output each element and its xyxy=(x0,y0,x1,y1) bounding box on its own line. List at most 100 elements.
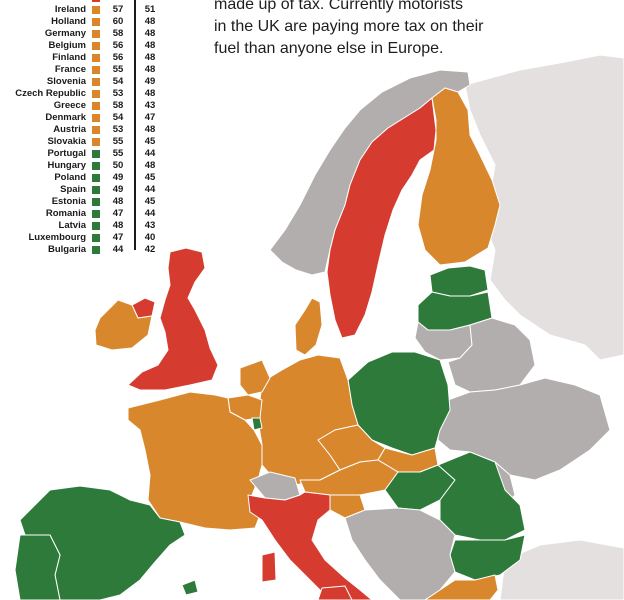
legend-swatch xyxy=(92,198,100,206)
legend-country: Portugal xyxy=(47,148,86,159)
legend-swatch xyxy=(92,90,100,98)
legend-swatch xyxy=(92,114,100,122)
legend-value-1: 58 xyxy=(110,0,126,4)
legend-value-2: 40 xyxy=(144,232,156,243)
legend-country: Austria xyxy=(53,124,86,135)
legend-value-2: 43 xyxy=(144,220,156,231)
legend-swatch xyxy=(92,162,100,170)
country-luxembourg xyxy=(251,417,263,431)
legend-swatch xyxy=(92,78,100,86)
legend-value-2: 45 xyxy=(144,136,156,147)
legend-value-1: 49 xyxy=(112,172,124,183)
legend-country: Bulgaria xyxy=(47,244,86,255)
legend-value-1: 55 xyxy=(112,148,124,159)
legend-country: Holland xyxy=(51,16,86,27)
legend-value-1: 53 xyxy=(112,124,124,135)
legend-country: Slovakia xyxy=(47,136,86,147)
country-balearic-islands xyxy=(181,579,199,596)
legend-country: Denmark xyxy=(45,112,86,123)
legend-value-1: 56 xyxy=(112,52,124,63)
legend-row: Slovakia 55 45 xyxy=(0,136,170,148)
legend-value-1: 53 xyxy=(112,88,124,99)
country-sweden xyxy=(326,97,437,339)
country-turkey xyxy=(499,539,624,600)
country-estonia xyxy=(429,265,489,297)
caption-line-2: in the UK are paying more tax on their xyxy=(214,18,484,35)
country-romania xyxy=(437,451,526,541)
legend-swatch xyxy=(92,174,100,182)
legend-country: Latvia xyxy=(58,220,86,231)
country-russia xyxy=(464,54,624,361)
legend-swatch xyxy=(92,186,100,194)
legend-country: Czech Republic xyxy=(15,88,86,99)
legend-row: Romania 47 44 xyxy=(0,208,170,220)
legend-swatch xyxy=(92,18,100,26)
legend-value-1: 48 xyxy=(112,220,124,231)
legend-swatch xyxy=(92,222,100,230)
legend-value-2: 54 xyxy=(138,0,162,4)
legend-value-2: 48 xyxy=(144,16,156,27)
legend-value-1: 48 xyxy=(112,196,124,207)
legend-row: Belgium 56 48 xyxy=(0,40,170,52)
country-ukraine xyxy=(437,377,611,481)
legend-value-2: 48 xyxy=(144,52,156,63)
country-united-kingdom xyxy=(127,247,219,391)
legend-swatch xyxy=(92,42,100,50)
legend-value-2: 48 xyxy=(144,124,156,135)
legend-country: Greece xyxy=(53,100,86,111)
country-balkans xyxy=(344,507,456,600)
country-ireland xyxy=(94,299,153,351)
legend-swatch xyxy=(92,126,100,134)
legend-value-2: 44 xyxy=(144,208,156,219)
legend-value-2: 48 xyxy=(144,64,156,75)
country-netherlands xyxy=(239,359,271,396)
legend-country: Hungary xyxy=(47,160,86,171)
legend-row: Estonia 48 45 xyxy=(0,196,170,208)
legend-row: Portugal 55 44 xyxy=(0,148,170,160)
legend-country: Estonia xyxy=(51,196,86,207)
legend-value-1: 54 xyxy=(112,112,124,123)
legend-row: Ireland 57 51 xyxy=(0,4,170,16)
legend-value-1: 55 xyxy=(112,64,124,75)
country-greece xyxy=(424,574,499,600)
legend-row: France 55 48 xyxy=(0,64,170,76)
legend-country: Spain xyxy=(60,184,86,195)
legend-row: Poland 49 45 xyxy=(0,172,170,184)
legend-country: Romania xyxy=(45,208,86,219)
legend-country: Germany xyxy=(44,28,86,39)
legend-value-2: 44 xyxy=(144,184,156,195)
legend-row: Luxembourg 47 40 xyxy=(0,232,170,244)
legend-value-2: 47 xyxy=(144,112,156,123)
map-caption: made up of tax. Currently motorists in t… xyxy=(214,0,544,60)
legend-row: Holland 60 48 xyxy=(0,16,170,28)
legend-swatch xyxy=(92,210,100,218)
legend-row: Finland 56 48 xyxy=(0,52,170,64)
legend-value-2: 45 xyxy=(144,172,156,183)
legend-value-2: 44 xyxy=(144,148,156,159)
legend-row: Austria 53 48 xyxy=(0,124,170,136)
legend-country: Ireland xyxy=(54,4,86,15)
legend-value-2: 42 xyxy=(144,244,156,255)
legend-value-2: 48 xyxy=(144,28,156,39)
legend-row: Czech Republic 53 48 xyxy=(0,88,170,100)
legend-value-2: 43 xyxy=(144,100,156,111)
country-portugal xyxy=(14,534,61,600)
legend-country: Finland xyxy=(52,52,86,63)
legend-swatch xyxy=(92,102,100,110)
legend-divider xyxy=(134,0,136,250)
legend-swatch xyxy=(92,234,100,242)
legend-value-2: 45 xyxy=(144,196,156,207)
legend-value-1: 54 xyxy=(112,76,124,87)
legend-value-1: 57 xyxy=(112,4,124,15)
country-sicily xyxy=(317,585,353,600)
legend-swatch xyxy=(92,246,100,254)
legend-value-2: 51 xyxy=(144,4,156,15)
legend-value-1: 44 xyxy=(112,244,124,255)
legend-swatch xyxy=(92,30,100,38)
legend-value-1: 58 xyxy=(112,100,124,111)
legend-value-1: 55 xyxy=(112,136,124,147)
legend-value-1: 50 xyxy=(112,160,124,171)
country-denmark xyxy=(294,297,323,356)
legend-row: Spain 49 44 xyxy=(0,184,170,196)
